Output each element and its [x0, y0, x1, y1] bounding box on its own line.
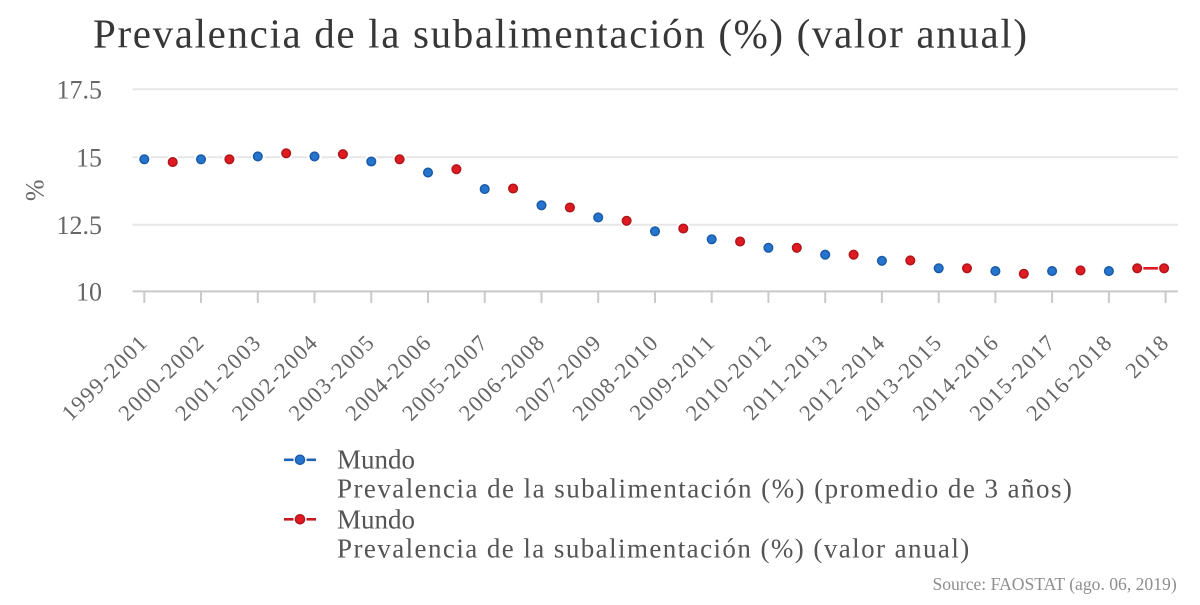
svg-text:Prevalencia de la subalimentac: Prevalencia de la subalimentación (%) (p… [337, 474, 1073, 504]
svg-text:%: % [21, 179, 50, 201]
svg-text:Mundo: Mundo [337, 445, 415, 475]
svg-text:Source: FAOSTAT (ago. 06, 2019: Source: FAOSTAT (ago. 06, 2019) [932, 574, 1176, 594]
svg-text:12.5: 12.5 [57, 211, 103, 240]
svg-text:Mundo: Mundo [337, 505, 415, 535]
svg-text:10: 10 [76, 277, 102, 306]
svg-text:17.5: 17.5 [57, 75, 103, 104]
svg-text:15: 15 [76, 143, 102, 172]
svg-text:Prevalencia de la subalimentac: Prevalencia de la subalimentación (%) (v… [93, 11, 1029, 57]
svg-text:Prevalencia de la subalimentac: Prevalencia de la subalimentación (%) (v… [337, 534, 971, 564]
